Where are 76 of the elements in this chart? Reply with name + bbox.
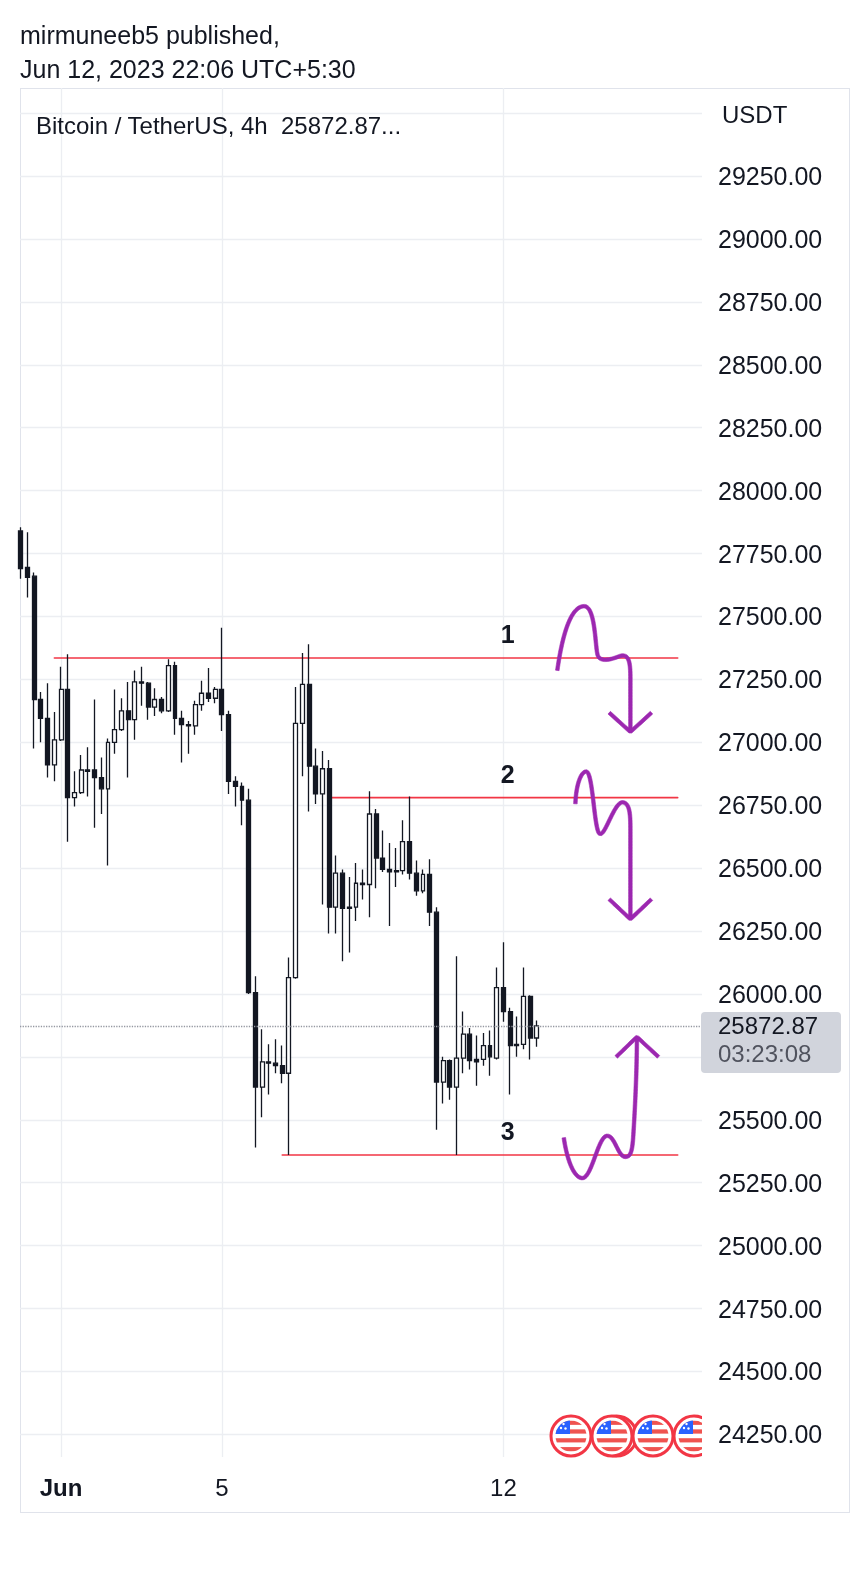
candlestick: [205, 667, 212, 703]
candlestick: [487, 1029, 493, 1077]
y-tick-label: 28750.00: [718, 287, 823, 316]
candlestick: [520, 966, 527, 1050]
candlestick: [386, 842, 393, 927]
candlestick: [98, 756, 105, 815]
candlestick: [44, 682, 51, 779]
candlestick: [71, 770, 78, 808]
candlestick: [252, 975, 259, 1149]
candlestick: [105, 737, 111, 867]
y-tick-label: 27250.00: [718, 665, 823, 694]
candlestick: [480, 1032, 487, 1067]
candlestick: [17, 526, 24, 580]
ref-line-label: 25872.87: [718, 1011, 820, 1040]
y-tick-label: 29250.00: [718, 162, 823, 191]
candlestick: [406, 795, 413, 881]
candlestick: [453, 955, 460, 1156]
candlestick: [500, 941, 507, 1023]
y-tick-label: 27500.00: [718, 602, 823, 631]
y-tick-label: 27750.00: [718, 539, 823, 568]
candlestick: [366, 790, 373, 918]
series-label: 2: [500, 759, 515, 788]
y-tick-label: 28500.00: [718, 350, 823, 379]
candlestick: [413, 859, 420, 897]
candlestick: [299, 652, 306, 777]
candlestick: [24, 531, 31, 599]
candlestick: [433, 906, 440, 1131]
candlestick: [319, 750, 326, 906]
text: 03:23:08: [718, 1039, 813, 1068]
y-axis-title: USDT: [722, 100, 788, 128]
y-tick-label: 25000.00: [718, 1231, 823, 1260]
candlestick: [339, 868, 346, 962]
candlestick: [225, 710, 232, 795]
series-label: 3: [500, 1117, 515, 1146]
text: Jun 12, 2023 22:06 UTC+5:30: [20, 53, 356, 85]
candlestick: [172, 661, 178, 736]
candlestick: [158, 696, 165, 715]
candlestick: [118, 697, 125, 732]
y-tick-label: 27000.00: [718, 728, 823, 757]
series-label: 1: [500, 620, 515, 648]
candlestick: [51, 711, 58, 782]
y-tick-label: 26000.00: [718, 979, 823, 1008]
candlestick: [272, 1038, 279, 1074]
y-tick-label: 26250.00: [718, 917, 823, 946]
y-tick-label: 26750.00: [718, 791, 823, 820]
y-tick-label: 29000.00: [718, 224, 823, 253]
candlestick: [138, 666, 145, 707]
candlestick: [111, 688, 118, 755]
candlestick: [359, 868, 366, 901]
y-tick-label: 25250.00: [718, 1168, 823, 1197]
candlestick: [346, 876, 353, 954]
text: Bitcoin / TetherUS, 4h 25872.87...: [36, 111, 402, 139]
candlestick: [420, 868, 426, 894]
candlestick: [493, 966, 500, 1061]
candlestick: [178, 710, 185, 764]
candlestick: [353, 862, 359, 922]
candlestick: [473, 1034, 480, 1087]
text: mirmuneeb5 published,: [20, 20, 280, 51]
y-tick-label: 25500.00: [718, 1105, 823, 1134]
candlestick: [245, 788, 252, 995]
y-tick-label: 28000.00: [718, 476, 823, 505]
y-tick-label: 28250.00: [718, 413, 823, 442]
x-tick-label: Jun: [39, 1473, 83, 1501]
x-tick-label: 5: [215, 1473, 229, 1501]
candlestick: [426, 858, 433, 927]
candlestick: [239, 781, 245, 826]
candlestick: [232, 775, 239, 808]
candlestick: [185, 720, 192, 755]
y-tick-label: 26500.00: [718, 854, 823, 883]
candlestick: [165, 658, 172, 713]
candlestick: [91, 698, 98, 829]
y-tick-label: 24250.00: [718, 1420, 823, 1449]
candlestick: [292, 686, 299, 980]
y-tick-label: 24750.00: [718, 1294, 823, 1323]
y-tick-label: 24500.00: [718, 1357, 823, 1386]
x-tick-label: 12: [490, 1473, 517, 1501]
